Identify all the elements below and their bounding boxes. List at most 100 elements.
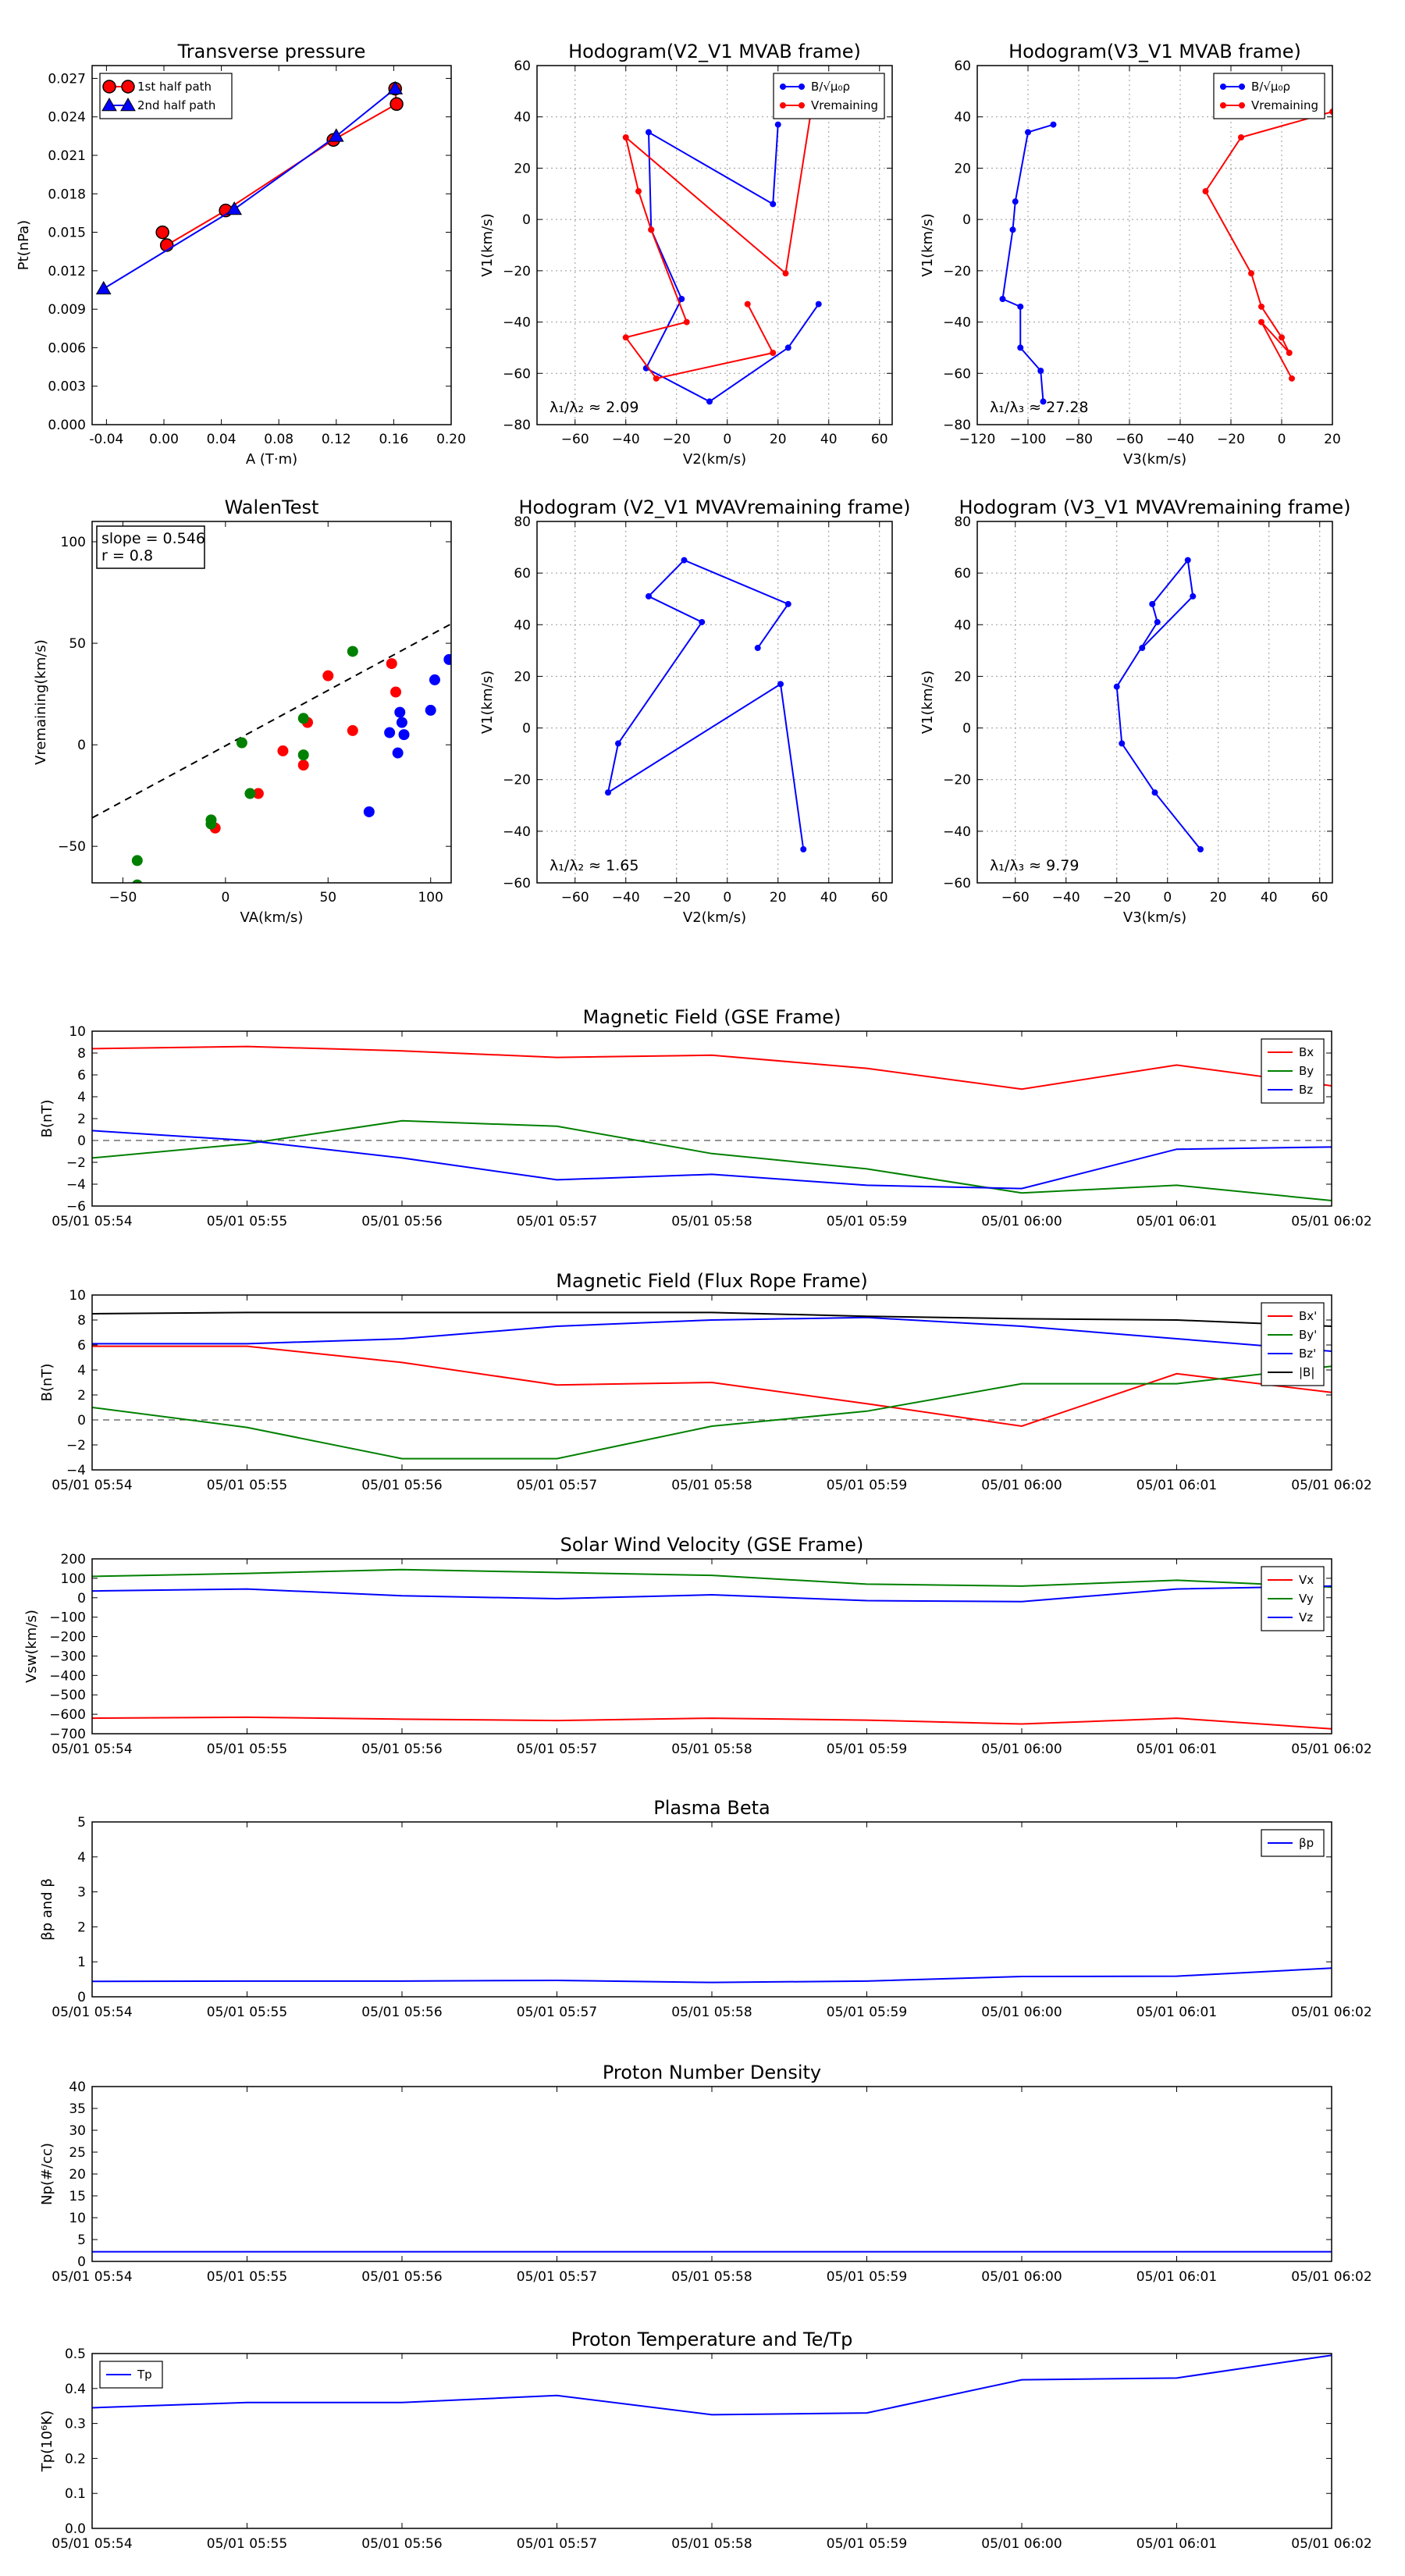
axes-frame	[91, 521, 452, 884]
y-tick-label: 5	[77, 1815, 86, 1831]
y-tick-label: 0	[77, 2254, 86, 2270]
data-point	[1184, 557, 1191, 564]
legend-marker	[120, 97, 136, 112]
x-tick-label: −60	[561, 432, 589, 447]
chart-title: Hodogram(V3_V1 MVAB frame)	[1008, 41, 1301, 62]
y-tick-label: −80	[943, 418, 971, 433]
y-tick-label: −400	[49, 1668, 86, 1684]
legend-marker	[1220, 102, 1226, 109]
plot-area	[92, 623, 451, 883]
y-tick-label: 20	[954, 161, 971, 176]
data-point	[646, 592, 652, 600]
x-tick-label: 20	[1210, 890, 1227, 906]
legend-label: Vy	[1299, 1592, 1314, 1606]
data-point	[1037, 368, 1044, 374]
legend-label: Bx	[1299, 1045, 1314, 1059]
y-tick-label: −20	[943, 773, 971, 788]
ratio-annotation: λ₁/λ₃ ≈ 27.28	[990, 399, 1089, 416]
y-axis-label: Np(#/cc)	[39, 2143, 55, 2205]
y-tick-label: −60	[503, 366, 531, 382]
y-tick-label: 0.012	[48, 264, 86, 279]
data-point	[646, 129, 652, 136]
legend-label: By'	[1299, 1328, 1317, 1342]
x-axis-label: V3(km/s)	[1123, 909, 1186, 926]
chart-title: WalenTest	[225, 496, 319, 518]
data-point	[226, 201, 243, 215]
y-tick-label: −20	[503, 773, 531, 788]
x-axis-label: A (T·m)	[246, 451, 297, 468]
x-tick-label: 05/01 05:55	[207, 2005, 287, 2020]
y-tick-label: 2	[77, 1388, 86, 1404]
data-point	[706, 398, 713, 405]
legend-label: B/√μ₀ρ	[1251, 80, 1290, 94]
y-tick-label: −300	[49, 1649, 86, 1664]
x-axis-label: V2(km/s)	[683, 909, 746, 926]
stats-text: slope = 0.546	[101, 530, 205, 547]
data-point	[297, 749, 309, 761]
data-point	[653, 375, 660, 382]
data-point	[770, 350, 777, 356]
x-tick-label: 0.00	[149, 432, 179, 447]
y-tick-label: −2	[66, 1155, 86, 1171]
plot-area	[622, 109, 822, 405]
legend: B/√μ₀ρ Vremaining	[1213, 73, 1325, 119]
series-line	[624, 111, 812, 379]
y-tick-label: 2	[77, 1920, 86, 1935]
x-tick-label: 0	[221, 890, 229, 906]
x-tick-label: 0	[1163, 890, 1172, 906]
y-tick-label: 0	[962, 212, 971, 228]
legend-marker	[799, 102, 805, 109]
y-tick-label: −40	[943, 824, 971, 840]
y-tick-label: −600	[49, 1707, 86, 1723]
legend-label: βp	[1299, 1836, 1314, 1850]
data-point	[754, 645, 761, 652]
series-line	[1115, 558, 1201, 850]
x-tick-label: 0.16	[379, 432, 408, 447]
x-tick-label: 05/01 05:59	[827, 2536, 907, 2552]
x-tick-label: 05/01 05:58	[671, 1478, 752, 1493]
data-point	[205, 818, 217, 830]
data-point	[392, 747, 404, 759]
data-point	[1119, 740, 1126, 747]
y-tick-label: 4	[77, 1850, 86, 1866]
data-point	[132, 879, 143, 883]
data-point	[605, 789, 611, 796]
y-tick-label: 0	[77, 738, 86, 753]
data-point	[155, 225, 169, 240]
legend-label: Vremaining	[811, 98, 878, 112]
y-tick-label: 0	[77, 1413, 86, 1429]
data-point	[774, 121, 781, 128]
series-line	[1204, 111, 1332, 379]
data-point	[363, 806, 375, 817]
y-tick-label: 40	[954, 617, 971, 633]
plot-area	[605, 557, 807, 853]
x-tick-label: −20	[663, 890, 691, 906]
x-tick-label: 20	[770, 890, 787, 906]
x-tick-label: 05/01 05:57	[517, 2536, 597, 2552]
series-line	[92, 1311, 1332, 1327]
ratio-annotation: λ₁/λ₃ ≈ 9.79	[990, 857, 1079, 874]
data-point	[800, 846, 807, 853]
y-tick-label: 0.024	[48, 110, 86, 126]
x-tick-label: 05/01 06:00	[981, 1478, 1062, 1493]
y-axis-label: B(nT)	[39, 1364, 55, 1402]
series-line	[92, 1967, 1332, 1984]
data-point	[815, 301, 822, 308]
plot-area	[92, 1568, 1332, 1730]
series-line	[645, 124, 820, 403]
data-point	[1025, 129, 1031, 136]
y-tick-label: 0	[522, 721, 531, 737]
x-tick-label: 05/01 05:57	[517, 2269, 597, 2285]
legend: Bx' By' Bz' |B|	[1261, 1302, 1325, 1386]
data-point	[386, 658, 397, 670]
legend-box	[99, 73, 233, 119]
x-tick-label: 05/01 06:02	[1291, 2536, 1371, 2552]
data-point	[782, 270, 789, 277]
y-axis-label: B(nT)	[39, 1100, 55, 1138]
axes-frame	[91, 1030, 1332, 1207]
data-point	[1258, 318, 1264, 326]
y-tick-label: 0.006	[48, 340, 86, 356]
data-point	[784, 344, 791, 351]
legend-label: 1st half path	[137, 80, 212, 94]
y-tick-label: 15	[69, 2189, 86, 2204]
